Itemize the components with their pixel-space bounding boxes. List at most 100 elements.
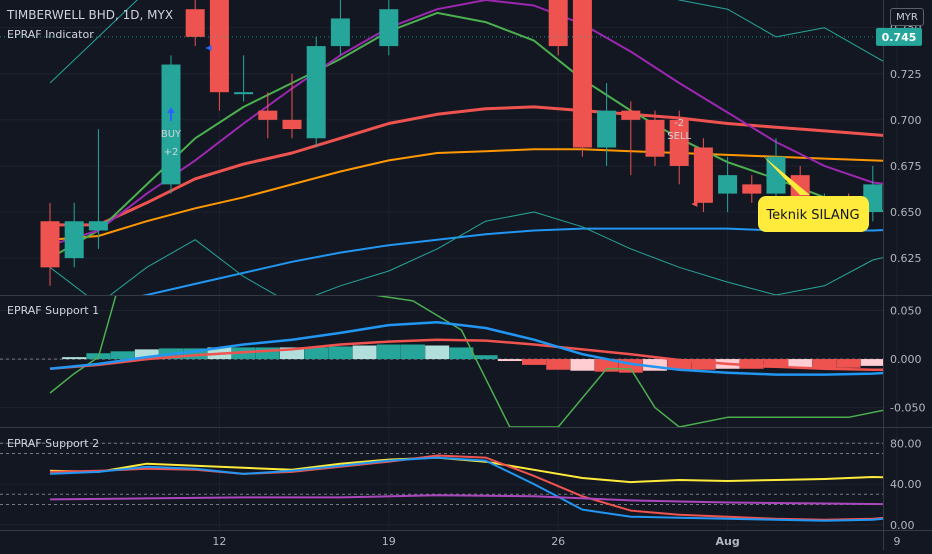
moving-average-line bbox=[49, 0, 883, 247]
moving-average-line bbox=[141, 227, 883, 295]
histogram-bar bbox=[860, 359, 883, 366]
candle bbox=[88, 129, 108, 249]
time-tick-label: 12 bbox=[212, 535, 226, 548]
last-price-label: 0.745 bbox=[882, 31, 917, 44]
support1-tick-label: 0.050 bbox=[890, 305, 922, 318]
candle bbox=[282, 73, 302, 139]
candle-body bbox=[548, 0, 568, 47]
candle-body bbox=[742, 184, 762, 194]
buy-value: +2 bbox=[164, 147, 179, 158]
price-tick-label: 0.700 bbox=[890, 114, 922, 127]
price-tick-label: 0.625 bbox=[890, 252, 922, 265]
support2-tick-label: 0.00 bbox=[890, 519, 915, 532]
sell-arrow-icon bbox=[675, 151, 684, 165]
candle-body bbox=[572, 0, 592, 148]
price-tick-label: 0.650 bbox=[890, 206, 922, 219]
histogram-bar bbox=[570, 359, 595, 371]
histogram-bar bbox=[280, 347, 304, 360]
candle-body bbox=[282, 119, 302, 130]
histogram-bar bbox=[376, 344, 401, 360]
histogram-bar bbox=[255, 347, 280, 360]
band-line bbox=[49, 0, 883, 84]
time-tick-label: 26 bbox=[551, 535, 565, 548]
candle-body bbox=[379, 9, 399, 47]
callout-pointer bbox=[763, 156, 810, 195]
support2-title: EPRAF Support 2 bbox=[7, 437, 100, 450]
candle-body bbox=[64, 221, 84, 259]
candle bbox=[766, 138, 786, 203]
support2-line bbox=[49, 456, 883, 522]
histogram-bar bbox=[497, 359, 522, 362]
candle bbox=[379, 0, 399, 56]
candle-body bbox=[766, 156, 786, 194]
support2-line bbox=[49, 494, 883, 506]
candle bbox=[161, 55, 181, 194]
histogram-bar bbox=[401, 344, 425, 360]
sell-label: SELL bbox=[667, 131, 691, 142]
histogram-bar bbox=[352, 345, 377, 360]
histogram-bar bbox=[62, 357, 87, 360]
support1-line bbox=[49, 320, 883, 376]
candle-body bbox=[621, 110, 641, 120]
support1-tick-label: -0.050 bbox=[890, 402, 925, 415]
support1-line bbox=[49, 296, 883, 427]
time-tick-label: Aug bbox=[715, 535, 739, 548]
candle-body bbox=[645, 119, 665, 157]
candle bbox=[185, 0, 205, 47]
price-tick-label: 0.725 bbox=[890, 68, 922, 81]
candle-body bbox=[306, 46, 326, 139]
candle-body bbox=[185, 9, 205, 37]
moving-average-line bbox=[49, 148, 883, 241]
candle bbox=[548, 0, 568, 56]
marker-arrow-icon bbox=[205, 45, 212, 51]
symbol-title: TIMBERWELL BHD, 1D, MYX bbox=[7, 8, 174, 22]
histogram-bar bbox=[546, 359, 571, 370]
candle-body bbox=[597, 110, 617, 148]
support1-line bbox=[49, 338, 883, 371]
candle-body bbox=[693, 147, 713, 203]
candle-body bbox=[258, 110, 278, 120]
marker-arrow-icon bbox=[691, 201, 698, 207]
sell-value: -2 bbox=[674, 118, 684, 129]
candle bbox=[693, 138, 713, 213]
histogram-bar bbox=[643, 359, 667, 371]
buy-label: BUY bbox=[161, 129, 182, 140]
candle bbox=[40, 202, 60, 286]
candle bbox=[306, 36, 326, 148]
candle-body bbox=[161, 64, 181, 185]
support2-line bbox=[49, 456, 883, 484]
candle bbox=[645, 110, 665, 166]
candle bbox=[209, 0, 229, 111]
histogram-bar bbox=[449, 347, 474, 360]
histogram-bar bbox=[304, 347, 329, 360]
histogram-bar bbox=[739, 359, 764, 369]
last-price-badge bbox=[876, 27, 922, 46]
price-tick-label: 0.675 bbox=[890, 160, 922, 173]
histogram-bar bbox=[788, 359, 813, 368]
histogram-bar bbox=[134, 349, 159, 360]
histogram-bar bbox=[764, 359, 788, 368]
histogram-bar bbox=[183, 348, 208, 360]
moving-average-line bbox=[50, 105, 883, 227]
support1-title: EPRAF Support 1 bbox=[7, 304, 100, 317]
candle bbox=[621, 101, 641, 176]
histogram-bar bbox=[110, 351, 135, 360]
candle-body bbox=[669, 119, 689, 166]
candle bbox=[742, 175, 762, 203]
indicator-title: EPRAF Indicator bbox=[7, 28, 94, 41]
candle bbox=[64, 202, 84, 268]
histogram-bar bbox=[328, 346, 353, 360]
candle-body bbox=[88, 221, 108, 231]
histogram-bar bbox=[667, 359, 692, 370]
currency-badge[interactable]: MYR bbox=[890, 8, 924, 26]
support2-tick-label: 40.00 bbox=[890, 478, 922, 491]
band-line bbox=[49, 211, 883, 295]
candle-body bbox=[330, 18, 350, 47]
callout bbox=[758, 156, 869, 232]
candle-body bbox=[40, 221, 60, 268]
callout-text: Teknik SILANG bbox=[765, 208, 859, 223]
support1-tick-label: 0.000 bbox=[890, 353, 922, 366]
histogram-bar bbox=[522, 359, 546, 365]
